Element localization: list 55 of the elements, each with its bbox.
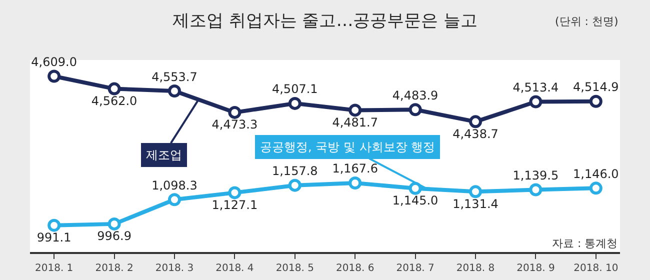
point (348, 104, 362, 117)
x-tick-label: 2018. 7 (396, 263, 434, 274)
point (408, 182, 422, 195)
data-label: 1,157.8 (272, 164, 318, 178)
x-tick-label: 2018. 9 (516, 263, 555, 274)
point (48, 218, 61, 232)
data-label: 4,507.1 (272, 82, 318, 96)
x-tick-label: 2018. 4 (216, 263, 254, 274)
data-label: 1,131.4 (452, 196, 498, 211)
data-label: 1,145.0 (392, 194, 438, 208)
point (589, 94, 602, 108)
data-label: 996.9 (97, 229, 132, 244)
data-label: 1,127.1 (212, 198, 258, 212)
point (408, 103, 422, 116)
point (288, 96, 302, 110)
x-tick-label: 2018. 5 (276, 263, 314, 274)
point (108, 217, 121, 230)
data-label: 4,553.7 (152, 70, 198, 84)
point (228, 186, 242, 200)
point (288, 178, 302, 192)
text: (단위 : 천명) (555, 15, 618, 28)
point (168, 193, 181, 206)
point (469, 185, 482, 198)
data-label: 1,139.5 (512, 168, 559, 182)
x-tick-label: 2018. 2 (95, 263, 134, 274)
point (168, 84, 181, 98)
data-label: 1,167.6 (332, 162, 378, 176)
text: 제조업 (146, 148, 182, 162)
chart-title: 제조업 취업자는 줄고…공공부문은 늘고 (172, 10, 478, 31)
data-label: 991.1 (36, 230, 72, 245)
x-tick-label: 2018. 6 (336, 263, 374, 274)
point (589, 182, 602, 195)
x-tick-label: 2018. 1 (34, 263, 74, 274)
data-label: 1,098.3 (152, 178, 198, 192)
x-tick-label: 2018. 3 (155, 263, 194, 274)
data-label: 1,146.0 (573, 166, 619, 181)
data-label: 4,514.9 (573, 80, 619, 94)
text: 공공행정, 국방 및 사회보장 행정 (260, 140, 436, 154)
point (529, 95, 542, 108)
data-label: 4,513.4 (512, 80, 559, 95)
data-label: 4,473.3 (212, 118, 258, 132)
point (348, 176, 362, 190)
point (529, 183, 542, 196)
data-label: 4,609.0 (31, 55, 77, 70)
x-tick-label: 2018. 8 (456, 263, 495, 274)
data-label: 4,438.7 (452, 126, 498, 141)
point (108, 82, 121, 96)
data-label: 4,562.0 (91, 94, 138, 108)
x-tick-label: 2018. 10 (574, 263, 618, 274)
point (228, 106, 242, 119)
annotation: 자료 : 통계청 (552, 237, 618, 250)
point (48, 70, 61, 83)
data-label: 4,483.9 (392, 88, 438, 102)
data-label: 4,481.7 (332, 115, 378, 130)
point (469, 115, 482, 128)
